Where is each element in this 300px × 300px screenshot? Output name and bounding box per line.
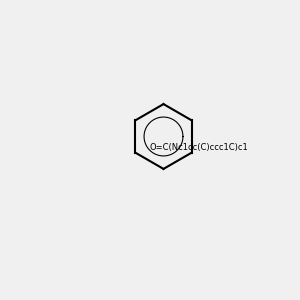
Text: O=C(Nc1cc(C)ccc1C)c1: O=C(Nc1cc(C)ccc1C)c1 — [150, 143, 249, 152]
